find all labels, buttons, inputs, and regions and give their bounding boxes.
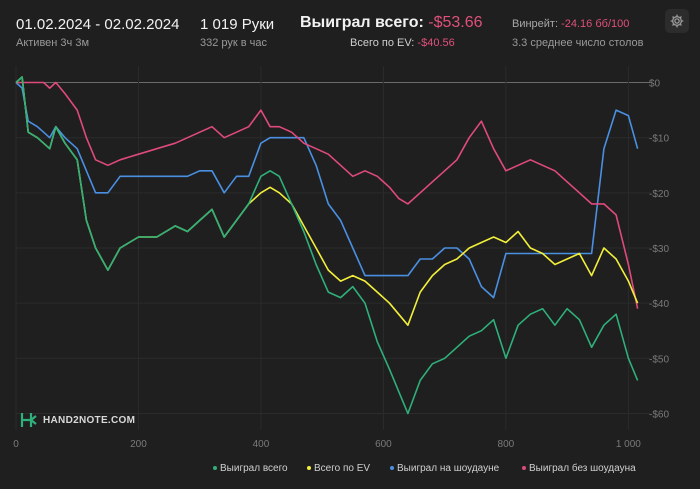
legend-label-ev-total: Всего по EV [314, 463, 370, 474]
x-tick-label: 600 [375, 439, 392, 450]
legend-non-showdown[interactable]: Выиграл без шоудауна [522, 463, 636, 474]
series-lines [16, 77, 638, 414]
series-line [16, 83, 638, 298]
y-tick-label: -$10 [649, 134, 669, 145]
x-axis: 0 200 400 600 800 1 000 [13, 439, 641, 450]
hand2note-logo-icon [20, 411, 38, 429]
legend-ev-total[interactable]: Всего по EV [307, 463, 370, 474]
legend-showdown[interactable]: Выиграл на шоудауне [390, 463, 499, 474]
x-tick-label: 200 [130, 439, 147, 450]
hand2note-logo: HAND2NOTE.COM [20, 411, 135, 429]
x-tick-label: 400 [253, 439, 270, 450]
series-line [16, 77, 638, 414]
legend-won-total[interactable]: Выиграл всего [213, 463, 288, 474]
y-tick-label: -$20 [649, 189, 669, 200]
x-tick-label: 800 [498, 439, 515, 450]
legend-dot-non-showdown [522, 466, 526, 470]
y-tick-label: -$40 [649, 299, 669, 310]
y-tick-label: -$50 [649, 354, 669, 365]
legend-label-won-total: Выиграл всего [220, 463, 288, 474]
x-tick-label: 0 [13, 439, 19, 450]
y-tick-label: -$30 [649, 244, 669, 255]
y-axis: $0 -$10 -$20 -$30 -$40 -$50 -$60 [649, 79, 669, 421]
legend-label-showdown: Выиграл на шоудауне [397, 463, 499, 474]
legend-dot-won-total [213, 466, 217, 470]
legend-dot-showdown [390, 466, 394, 470]
grid [16, 66, 650, 430]
legend-dot-ev-total [307, 466, 311, 470]
legend-label-non-showdown: Выиграл без шоудауна [529, 463, 636, 474]
y-tick-label: $0 [649, 79, 661, 90]
x-tick-label: 1 000 [616, 439, 641, 450]
logo-text: HAND2NOTE.COM [43, 415, 135, 426]
y-tick-label: -$60 [649, 409, 669, 420]
series-line [16, 83, 638, 309]
